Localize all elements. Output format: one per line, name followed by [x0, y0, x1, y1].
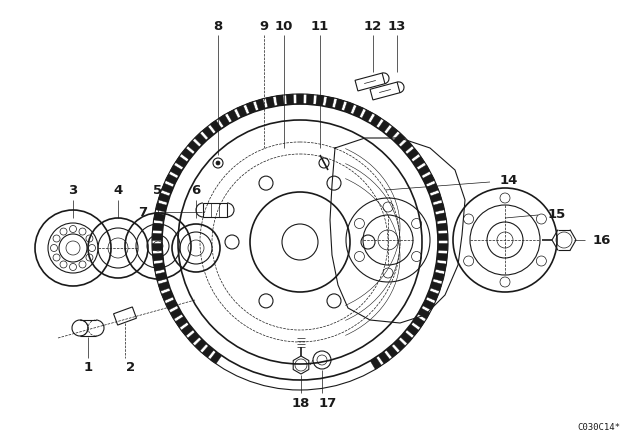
Polygon shape: [152, 223, 163, 231]
Polygon shape: [413, 156, 425, 168]
Polygon shape: [181, 148, 193, 160]
Polygon shape: [210, 352, 221, 364]
Polygon shape: [266, 96, 275, 108]
Polygon shape: [386, 345, 398, 358]
Polygon shape: [158, 281, 170, 291]
Polygon shape: [154, 263, 164, 271]
Polygon shape: [175, 156, 188, 168]
Polygon shape: [152, 253, 163, 261]
Polygon shape: [437, 223, 447, 231]
Polygon shape: [394, 133, 405, 145]
Polygon shape: [181, 324, 193, 336]
Polygon shape: [188, 332, 200, 344]
Text: 5: 5: [154, 184, 163, 197]
Text: 6: 6: [191, 184, 200, 197]
Polygon shape: [433, 202, 444, 212]
Polygon shape: [353, 105, 364, 117]
Polygon shape: [296, 94, 303, 104]
Polygon shape: [418, 165, 430, 176]
Polygon shape: [386, 126, 398, 138]
Polygon shape: [371, 115, 381, 127]
Polygon shape: [286, 94, 294, 105]
Polygon shape: [435, 263, 446, 271]
Polygon shape: [195, 133, 207, 145]
Polygon shape: [371, 357, 381, 370]
Polygon shape: [276, 95, 284, 106]
Polygon shape: [152, 243, 163, 251]
Polygon shape: [161, 291, 173, 301]
Polygon shape: [202, 345, 214, 358]
Polygon shape: [170, 308, 182, 319]
Polygon shape: [154, 213, 164, 221]
Text: 1: 1: [83, 361, 93, 374]
Polygon shape: [156, 272, 167, 281]
Polygon shape: [362, 110, 372, 122]
Polygon shape: [161, 183, 173, 194]
Text: 10: 10: [275, 20, 293, 33]
Polygon shape: [156, 202, 167, 212]
Polygon shape: [418, 308, 430, 319]
Polygon shape: [430, 281, 442, 291]
Text: 3: 3: [68, 184, 77, 197]
Polygon shape: [433, 272, 444, 281]
Text: 11: 11: [311, 20, 329, 33]
Polygon shape: [406, 324, 419, 336]
Text: 13: 13: [388, 20, 406, 33]
Polygon shape: [210, 120, 221, 132]
Text: 17: 17: [319, 396, 337, 409]
Text: 12: 12: [364, 20, 382, 33]
Text: 9: 9: [259, 20, 269, 33]
Polygon shape: [246, 102, 256, 113]
Polygon shape: [152, 233, 163, 241]
Polygon shape: [427, 291, 438, 301]
Text: 18: 18: [292, 396, 310, 409]
Polygon shape: [316, 95, 324, 106]
Polygon shape: [437, 253, 447, 261]
Polygon shape: [218, 115, 230, 127]
Polygon shape: [413, 316, 425, 328]
Polygon shape: [307, 94, 314, 105]
Polygon shape: [237, 105, 247, 117]
Text: 7: 7: [138, 206, 147, 219]
Text: 4: 4: [113, 184, 123, 197]
Polygon shape: [422, 299, 435, 310]
Polygon shape: [325, 96, 334, 108]
Polygon shape: [378, 352, 390, 364]
Polygon shape: [406, 148, 419, 160]
Polygon shape: [400, 140, 412, 152]
Polygon shape: [195, 339, 207, 351]
Text: 16: 16: [593, 233, 611, 246]
Polygon shape: [438, 243, 448, 251]
Polygon shape: [430, 193, 442, 202]
Text: 15: 15: [548, 207, 566, 220]
Polygon shape: [344, 102, 354, 113]
Text: 8: 8: [213, 20, 223, 33]
Polygon shape: [427, 183, 438, 194]
Polygon shape: [435, 213, 446, 221]
Polygon shape: [227, 110, 238, 122]
Text: C030C14*: C030C14*: [577, 423, 620, 432]
Polygon shape: [165, 299, 177, 310]
Polygon shape: [158, 193, 170, 202]
Polygon shape: [256, 99, 265, 110]
Polygon shape: [188, 140, 200, 152]
Polygon shape: [394, 339, 405, 351]
Polygon shape: [438, 233, 448, 241]
Polygon shape: [422, 174, 435, 185]
Polygon shape: [165, 174, 177, 185]
Text: 2: 2: [127, 361, 136, 374]
Polygon shape: [170, 165, 182, 176]
Circle shape: [216, 161, 220, 165]
Text: 14: 14: [500, 173, 518, 186]
Polygon shape: [202, 126, 214, 138]
Polygon shape: [335, 99, 344, 110]
Polygon shape: [378, 120, 390, 132]
Polygon shape: [400, 332, 412, 344]
Polygon shape: [175, 316, 188, 328]
